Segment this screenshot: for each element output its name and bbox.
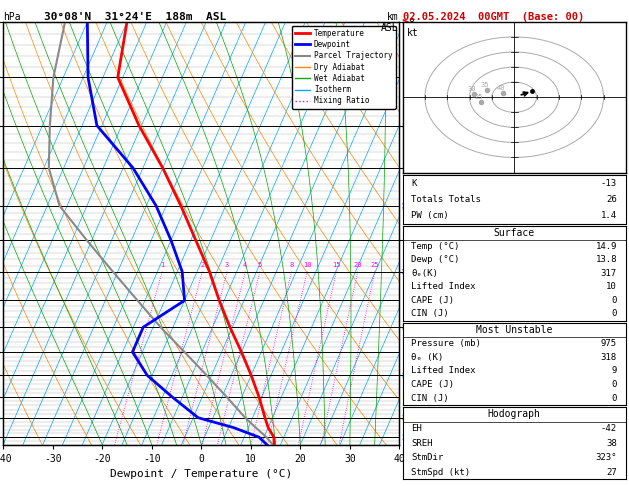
Text: 30°08'N  31°24'E  188m  ASL: 30°08'N 31°24'E 188m ASL xyxy=(44,12,226,22)
Text: 975: 975 xyxy=(601,339,617,348)
Text: StmDir: StmDir xyxy=(411,453,443,462)
Text: PW (cm): PW (cm) xyxy=(411,211,449,220)
Text: 1: 1 xyxy=(160,262,164,268)
Text: Lifted Index: Lifted Index xyxy=(411,366,476,375)
Text: 8: 8 xyxy=(289,262,294,268)
Text: 40: 40 xyxy=(496,85,505,91)
Text: 5: 5 xyxy=(258,262,262,268)
Text: StmSpd (kt): StmSpd (kt) xyxy=(411,468,470,476)
Text: 3: 3 xyxy=(225,262,229,268)
Text: K: K xyxy=(411,178,417,188)
Text: CIN (J): CIN (J) xyxy=(411,394,449,402)
Text: 35: 35 xyxy=(481,82,489,87)
Text: Lifted Index: Lifted Index xyxy=(411,282,476,292)
Text: 4: 4 xyxy=(243,262,247,268)
Text: θₑ (K): θₑ (K) xyxy=(411,353,443,362)
Text: kt: kt xyxy=(407,28,419,38)
Text: 0: 0 xyxy=(611,296,617,305)
Text: EH: EH xyxy=(411,424,422,434)
Text: 14.9: 14.9 xyxy=(596,242,617,251)
Text: Pressure (mb): Pressure (mb) xyxy=(411,339,481,348)
Text: CIN (J): CIN (J) xyxy=(411,310,449,318)
Text: 30: 30 xyxy=(467,86,476,92)
Text: 10: 10 xyxy=(606,282,617,292)
Text: Hodograph: Hodograph xyxy=(487,410,541,419)
Text: -42: -42 xyxy=(601,424,617,434)
Text: 10: 10 xyxy=(303,262,311,268)
Text: Dewp (°C): Dewp (°C) xyxy=(411,255,460,264)
Text: hPa: hPa xyxy=(3,12,21,22)
X-axis label: Dewpoint / Temperature (°C): Dewpoint / Temperature (°C) xyxy=(110,469,292,479)
Text: 13.8: 13.8 xyxy=(596,255,617,264)
Text: 0: 0 xyxy=(611,310,617,318)
Text: 25: 25 xyxy=(474,94,482,100)
Text: -13: -13 xyxy=(601,178,617,188)
Text: Totals Totals: Totals Totals xyxy=(411,195,481,204)
Text: 323°: 323° xyxy=(596,453,617,462)
Text: 02.05.2024  00GMT  (Base: 00): 02.05.2024 00GMT (Base: 00) xyxy=(403,12,584,22)
Text: 25: 25 xyxy=(370,262,379,268)
Text: CAPE (J): CAPE (J) xyxy=(411,380,455,389)
Y-axis label: Mixing Ratio (g/kg): Mixing Ratio (g/kg) xyxy=(439,177,449,289)
Text: CAPE (J): CAPE (J) xyxy=(411,296,455,305)
Text: 0: 0 xyxy=(611,380,617,389)
Text: 2: 2 xyxy=(200,262,204,268)
Text: LCL: LCL xyxy=(403,438,420,447)
Text: 20: 20 xyxy=(353,262,362,268)
Text: 317: 317 xyxy=(601,269,617,278)
Text: 15: 15 xyxy=(332,262,340,268)
Text: 26: 26 xyxy=(606,195,617,204)
Text: km: km xyxy=(386,12,398,22)
Text: 9: 9 xyxy=(611,366,617,375)
Text: 0: 0 xyxy=(611,394,617,402)
Text: SREH: SREH xyxy=(411,439,433,448)
Text: θₑ(K): θₑ(K) xyxy=(411,269,438,278)
Text: 1.4: 1.4 xyxy=(601,211,617,220)
Text: 27: 27 xyxy=(606,468,617,476)
Text: Surface: Surface xyxy=(494,228,535,238)
Text: 38: 38 xyxy=(606,439,617,448)
Text: 318: 318 xyxy=(601,353,617,362)
Text: ASL: ASL xyxy=(381,23,398,34)
Text: Temp (°C): Temp (°C) xyxy=(411,242,460,251)
Legend: Temperature, Dewpoint, Parcel Trajectory, Dry Adiabat, Wet Adiabat, Isotherm, Mi: Temperature, Dewpoint, Parcel Trajectory… xyxy=(292,26,396,108)
Text: Most Unstable: Most Unstable xyxy=(476,325,552,335)
